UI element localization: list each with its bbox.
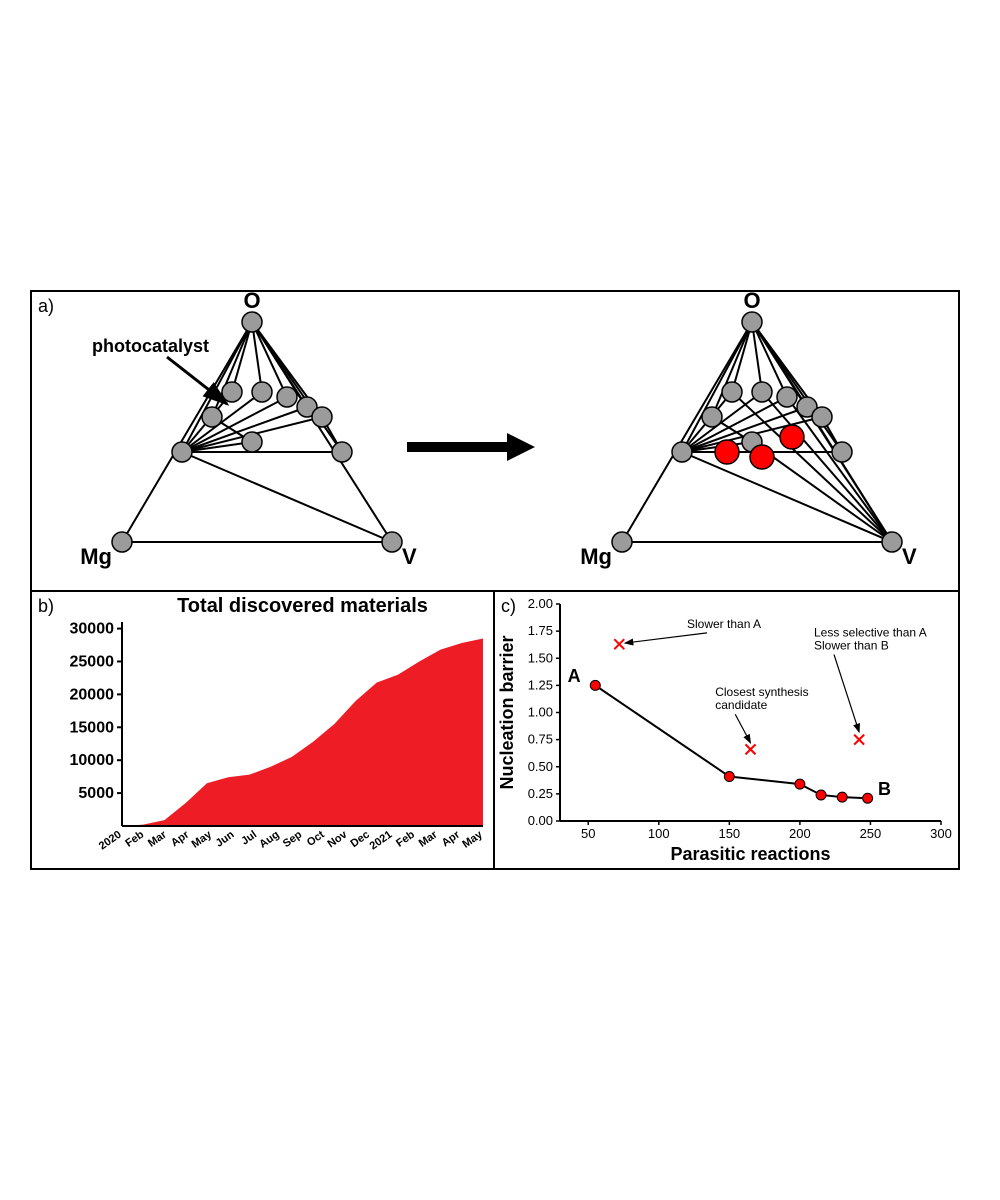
svg-text:Nucleation barrier: Nucleation barrier <box>497 635 517 789</box>
panel-b: b) Total discovered materials 5000 10000 15… <box>32 592 495 868</box>
svg-text:candidate: candidate <box>715 698 767 712</box>
svg-text:Aug: Aug <box>257 829 281 851</box>
svg-text:30000: 30000 <box>70 621 115 638</box>
svg-text:300: 300 <box>930 826 952 841</box>
svg-text:15000: 15000 <box>70 719 115 736</box>
svg-text:150: 150 <box>718 826 740 841</box>
ternary-diagram-svg: O Mg Vphotocatalyst O Mg V <box>32 292 958 590</box>
svg-text:25000: 25000 <box>70 653 115 670</box>
svg-text:Dec: Dec <box>348 829 371 850</box>
svg-text:50: 50 <box>581 826 595 841</box>
scatter-chart-svg: 0.00 0.25 0.50 0.75 1.00 1.25 1.50 1.75 2.00 50 10… <box>495 592 956 866</box>
area-chart-svg: Total discovered materials 5000 10000 15000… <box>32 592 493 866</box>
svg-text:Mg: Mg <box>80 544 112 569</box>
svg-text:Feb: Feb <box>394 828 417 849</box>
svg-text:200: 200 <box>789 826 811 841</box>
svg-text:0.00: 0.00 <box>528 813 553 828</box>
svg-text:1.75: 1.75 <box>528 623 553 638</box>
svg-text:100: 100 <box>648 826 670 841</box>
svg-text:0.25: 0.25 <box>528 786 553 801</box>
svg-text:O: O <box>743 292 760 313</box>
svg-text:Slower than B: Slower than B <box>814 639 889 653</box>
svg-text:Less selective than A: Less selective than A <box>814 626 927 640</box>
svg-text:Slower than A: Slower than A <box>687 617 761 631</box>
svg-text:2021: 2021 <box>368 829 395 853</box>
svg-text:2.00: 2.00 <box>528 596 553 611</box>
svg-text:1.00: 1.00 <box>528 705 553 720</box>
svg-text:Mg: Mg <box>580 544 612 569</box>
panel-a: a) O Mg Vphotocatalyst O Mg V <box>32 292 958 592</box>
svg-text:20000: 20000 <box>70 686 115 703</box>
svg-text:1.25: 1.25 <box>528 677 553 692</box>
svg-text:V: V <box>402 544 417 569</box>
svg-text:Sep: Sep <box>281 828 305 850</box>
svg-text:Parasitic reactions: Parasitic reactions <box>670 844 830 864</box>
figure-container: a) O Mg Vphotocatalyst O Mg V b) Total discov… <box>30 290 960 870</box>
svg-text:Nov: Nov <box>325 828 350 850</box>
svg-text:Mar: Mar <box>146 828 169 849</box>
svg-text:photocatalyst: photocatalyst <box>92 336 209 356</box>
svg-text:V: V <box>902 544 917 569</box>
panel-c: c) 0.00 0.25 0.50 0.75 1.00 1.25 1.50 1.75 2.00 5… <box>495 592 958 868</box>
svg-text:O: O <box>243 292 260 313</box>
svg-text:Feb: Feb <box>123 828 146 849</box>
svg-text:2020: 2020 <box>97 829 124 853</box>
svg-text:Oct: Oct <box>305 828 327 849</box>
svg-text:Apr: Apr <box>440 828 463 849</box>
svg-text:1.50: 1.50 <box>528 650 553 665</box>
svg-text:Closest synthesis: Closest synthesis <box>715 685 808 699</box>
svg-text:Total discovered materials: Total discovered materials <box>177 595 428 617</box>
svg-text:A: A <box>568 666 581 686</box>
svg-text:Jul: Jul <box>239 829 259 848</box>
panel-a-label: a) <box>38 296 54 317</box>
svg-text:Mar: Mar <box>417 828 440 849</box>
svg-text:May: May <box>460 828 485 851</box>
svg-text:0.50: 0.50 <box>528 759 553 774</box>
panel-b-label: b) <box>38 596 54 617</box>
svg-text:0.75: 0.75 <box>528 732 553 747</box>
svg-text:B: B <box>878 779 891 799</box>
svg-text:5000: 5000 <box>78 785 114 802</box>
panel-c-label: c) <box>501 596 516 617</box>
svg-text:10000: 10000 <box>70 752 115 769</box>
svg-text:Apr: Apr <box>169 828 192 849</box>
svg-text:Jun: Jun <box>214 828 237 849</box>
svg-text:May: May <box>190 828 215 851</box>
svg-text:250: 250 <box>860 826 882 841</box>
